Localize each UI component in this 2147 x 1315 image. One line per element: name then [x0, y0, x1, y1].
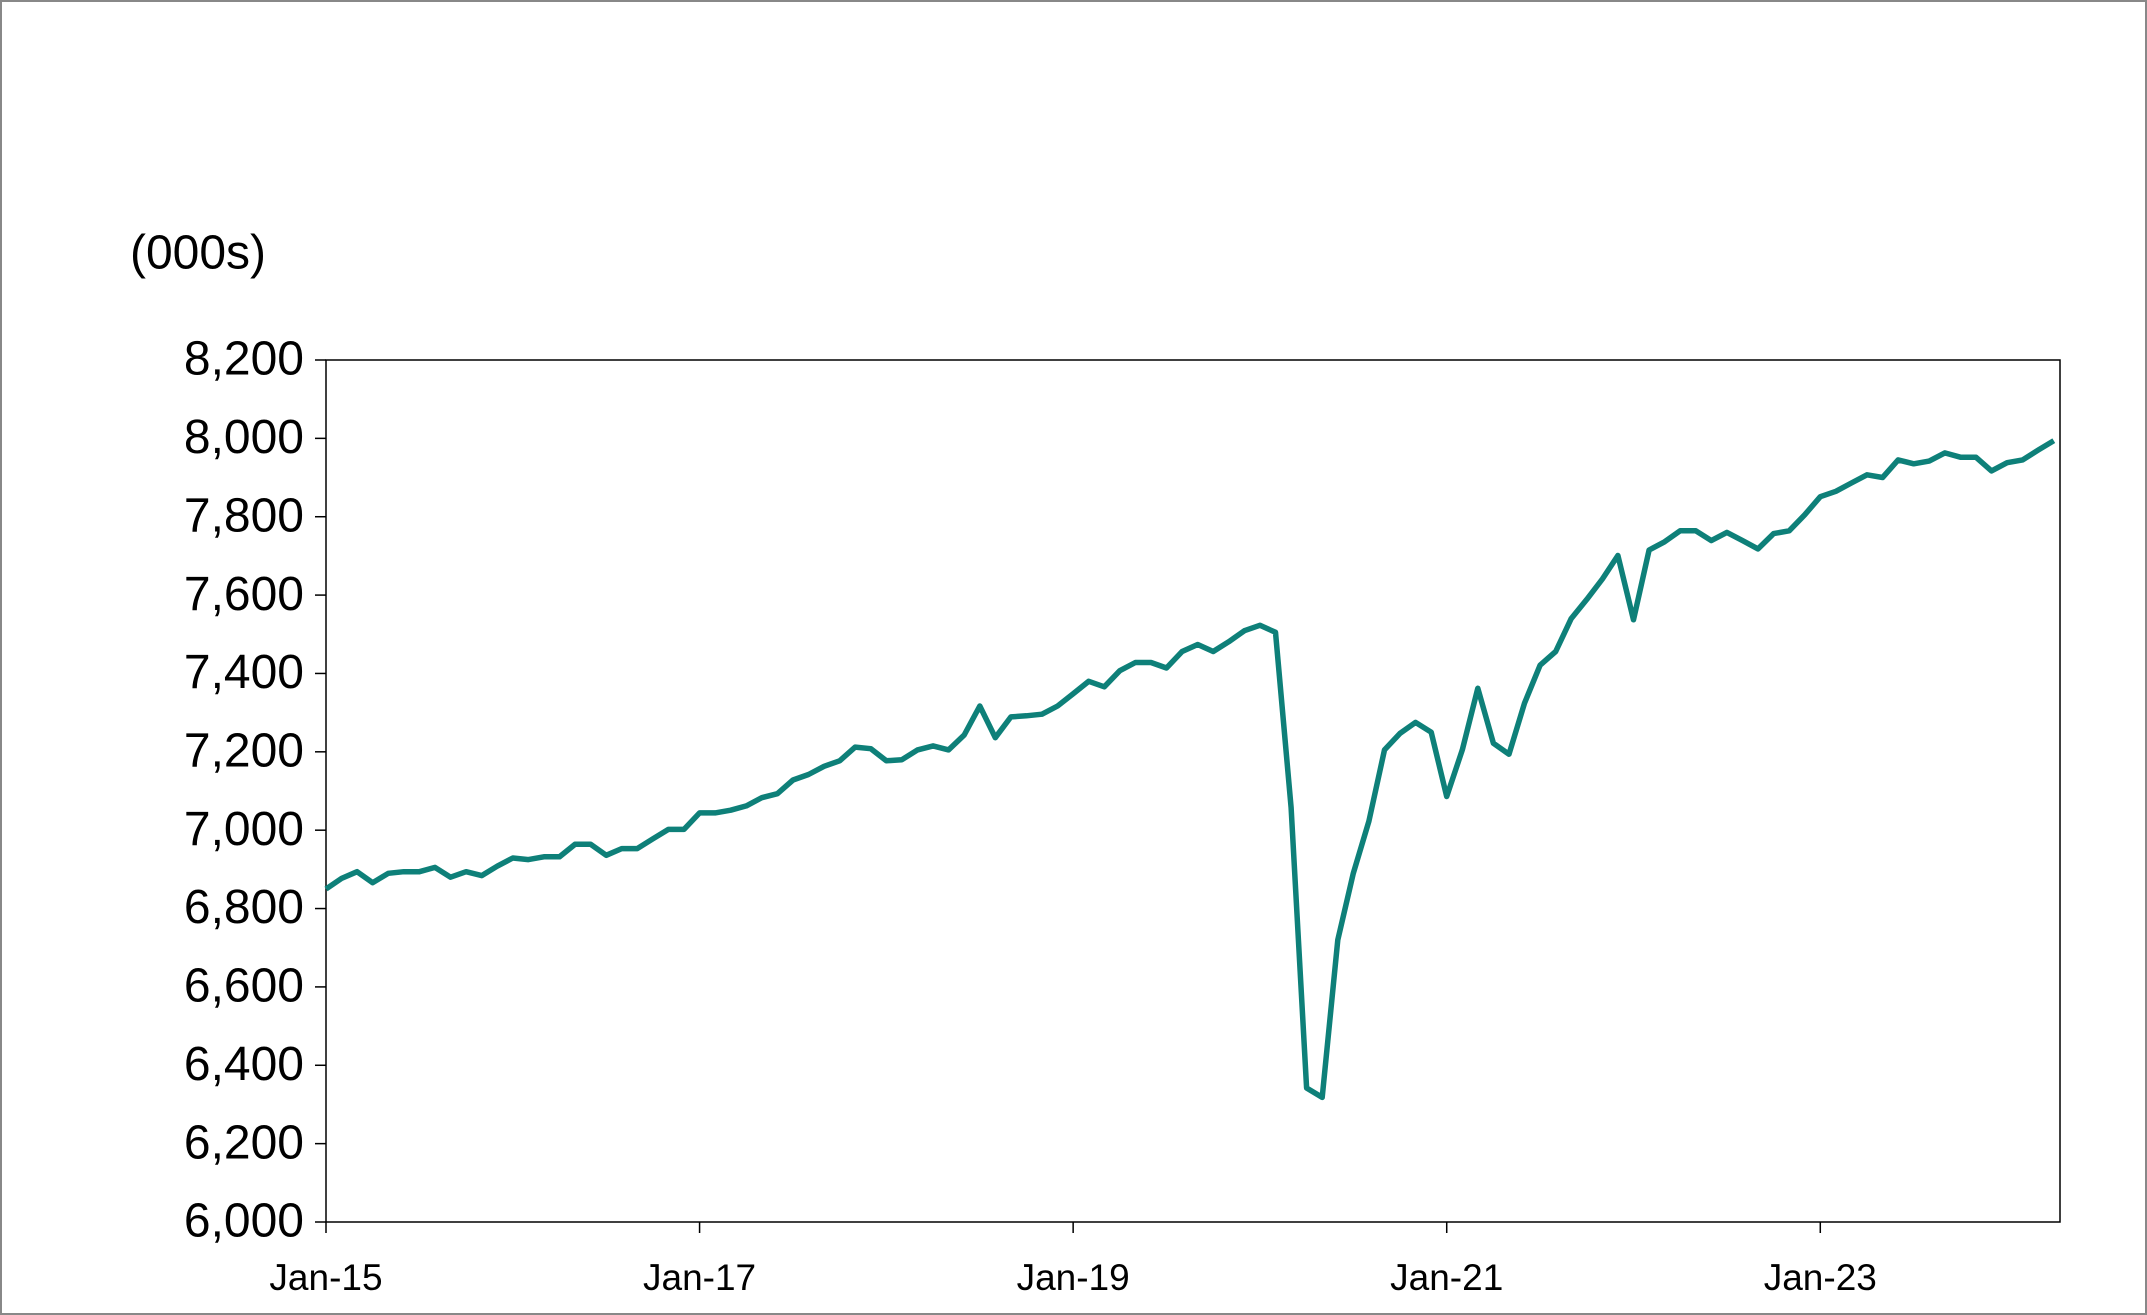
- data-line: [324, 438, 2056, 1101]
- x-tick-label: Jan-15: [269, 1257, 382, 1298]
- plot-frame: [325, 359, 2061, 1223]
- unit-label: (000s): [130, 227, 266, 280]
- y-tick-label: 8,000: [184, 411, 304, 464]
- y-tick-label: 7,200: [184, 724, 304, 777]
- y-tick-label: 7,000: [184, 803, 304, 856]
- y-tick-label: 7,600: [184, 568, 304, 621]
- y-tick-label: 7,800: [184, 489, 304, 542]
- y-tick-label: 8,200: [184, 333, 304, 386]
- y-tick-label: 6,800: [184, 881, 304, 934]
- y-tick-label: 6,400: [184, 1038, 304, 1091]
- x-tick-label: Jan-21: [1390, 1257, 1503, 1298]
- x-tick-label: Jan-17: [643, 1257, 756, 1298]
- x-tick-label: Jan-23: [1764, 1257, 1877, 1298]
- y-tick-label: 6,200: [184, 1116, 304, 1169]
- y-tick-label: 6,000: [184, 1195, 304, 1248]
- y-tick-label: 7,400: [184, 646, 304, 699]
- x-tick-label: Jan-19: [1017, 1257, 1130, 1298]
- y-tick-label: 6,600: [184, 960, 304, 1013]
